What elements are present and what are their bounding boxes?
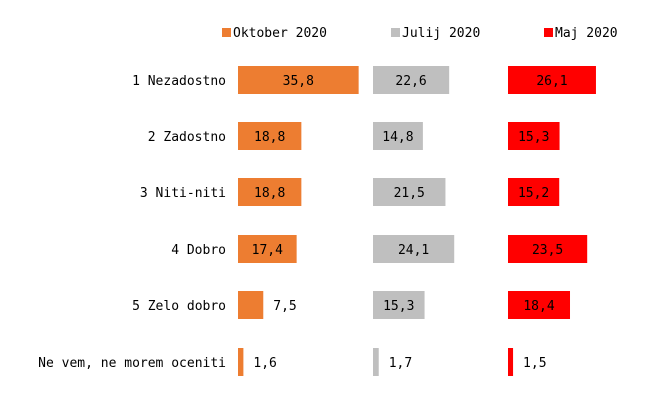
data-label: 18,8 (254, 186, 285, 201)
data-label: 35,8 (283, 74, 314, 89)
bar (508, 66, 596, 94)
bar (238, 178, 302, 206)
category-label: 5 Zelo dobro (132, 299, 226, 314)
data-label: 18,4 (523, 299, 554, 314)
bar (508, 235, 588, 263)
data-label: 15,2 (518, 186, 549, 201)
data-label: 17,4 (252, 243, 283, 258)
bar (373, 291, 425, 319)
category-label: 4 Dobro (171, 243, 226, 258)
bar (238, 66, 359, 94)
data-label: 15,3 (518, 130, 549, 145)
bar (508, 122, 560, 150)
bar (508, 348, 514, 376)
data-label: 15,3 (383, 299, 414, 314)
data-label: 23,5 (532, 243, 563, 258)
data-label: 7,5 (273, 299, 296, 314)
legend-label-3: Maj 2020 (555, 26, 618, 41)
category-label: 2 Zadostno (148, 130, 226, 145)
category-label: 3 Niti-niti (140, 186, 226, 201)
data-label: 1,5 (523, 356, 546, 371)
bar (373, 348, 379, 376)
category-label: Ne vem, ne morem oceniti (38, 356, 226, 371)
legend-swatch-2 (391, 28, 400, 37)
bar (373, 235, 455, 263)
bar (508, 291, 571, 319)
bar (238, 291, 264, 319)
bar (238, 235, 297, 263)
bar (238, 348, 244, 376)
legend-label-1: Oktober 2020 (233, 26, 327, 41)
data-label: 24,1 (398, 243, 429, 258)
data-label: 26,1 (536, 74, 567, 89)
bar (238, 122, 302, 150)
legend-swatch-3 (544, 28, 553, 37)
data-label: 21,5 (394, 186, 425, 201)
data-label: 18,8 (254, 130, 285, 145)
data-label: 1,7 (389, 356, 412, 371)
bar (373, 66, 450, 94)
bar (373, 178, 446, 206)
data-label: 1,6 (253, 356, 276, 371)
legend-label-2: Julij 2020 (402, 26, 480, 41)
bar (508, 178, 560, 206)
data-label: 22,6 (395, 74, 426, 89)
legend-swatch-1 (222, 28, 231, 37)
category-label: 1 Nezadostno (132, 74, 226, 89)
data-label: 14,8 (382, 130, 413, 145)
bar (373, 122, 423, 150)
